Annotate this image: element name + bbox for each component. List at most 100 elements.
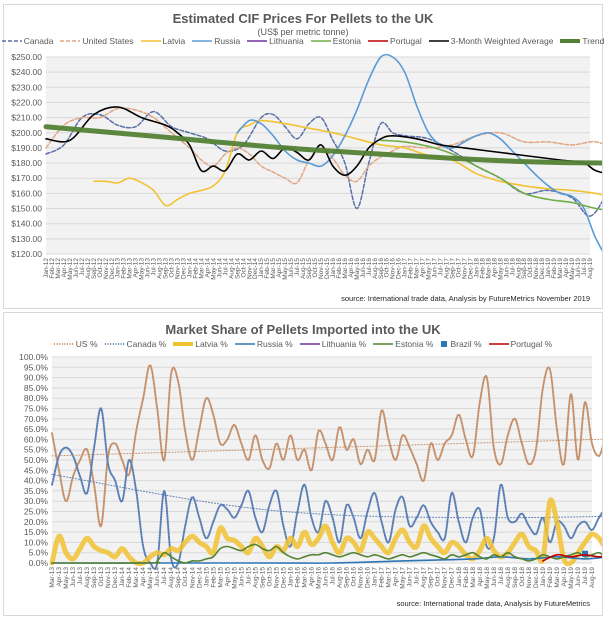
legend-swatch	[560, 39, 581, 43]
x-tick-label: Jun-15	[288, 258, 295, 278]
x-tick-label: Sep-17	[428, 567, 435, 588]
x-tick-label: Jul-17	[438, 258, 445, 276]
x-tick-label: Aug-17	[444, 258, 451, 279]
x-tick-label: Sep-15	[306, 258, 313, 279]
share-chart-legend: US % Canada % Latvia % Russia % Lithuania % E…	[4, 339, 602, 349]
legend-swatch	[104, 343, 125, 345]
y-tick-label: $170.00	[11, 173, 42, 183]
y-tick-label: 30.0%	[24, 496, 49, 506]
series-portugal	[542, 553, 602, 562]
x-tick-label: Oct-12	[97, 258, 104, 278]
share-chart-title: Market Share of Pellets Imported into th…	[165, 322, 441, 337]
x-tick-label: May-12	[67, 258, 74, 280]
y-tick-label: $150.00	[11, 204, 42, 214]
series-3-month-weighted-average	[45, 106, 602, 176]
x-tick-label: Mar-13	[127, 258, 134, 279]
legend-item-brazil: Brazil %	[440, 339, 482, 349]
y-tick-label: $160.00	[11, 188, 42, 198]
legend-swatch	[299, 343, 320, 345]
x-tick-label: Jul-13	[151, 258, 158, 276]
series-line-canada-trend	[51, 473, 602, 519]
x-tick-label: Apr-13	[133, 258, 140, 278]
series-line-portugal	[542, 553, 602, 562]
y-tick-label: $210.00	[11, 113, 42, 123]
legend-label: Brazil %	[450, 339, 482, 349]
legend-label: Lithuania %	[321, 339, 367, 349]
x-tick-label: May-14	[210, 258, 217, 280]
plot-area	[46, 57, 590, 254]
x-tick-label: Mar-17	[414, 258, 421, 279]
legend-label: Trend	[582, 36, 605, 46]
x-tick-label: Jul-19	[581, 258, 588, 276]
x-tick-label: May-18	[484, 567, 491, 589]
x-tick-label: Aug-18	[515, 258, 522, 279]
legend-swatch	[441, 341, 448, 347]
x-tick-label: Aug-19	[589, 567, 596, 588]
x-tick-label: Feb-15	[264, 258, 271, 279]
x-tick-label: Mar-12	[55, 258, 62, 279]
x-tick-label: Oct-16	[351, 567, 358, 587]
series-latvia	[49, 497, 602, 567]
x-tick-label: Jul-15	[294, 258, 301, 276]
x-tick-label: Jun-19	[575, 567, 582, 587]
x-tick-label: Oct-17	[455, 258, 462, 278]
x-tick-label: Jan-13	[115, 258, 122, 278]
share-chart-source: source: International trade data, Analys…	[396, 599, 590, 608]
x-tick-label: Jan-17	[402, 258, 409, 278]
legend-label: Estonia %	[395, 339, 434, 349]
series-us-trend	[51, 438, 602, 457]
x-tick-label: May-14	[147, 567, 154, 589]
x-tick-label: Apr-14	[204, 258, 211, 278]
x-tick-label: Apr-14	[140, 567, 147, 587]
x-tick-label: Dec-15	[280, 567, 287, 588]
legend-swatch	[234, 343, 255, 345]
legend-label: Portugal	[390, 36, 422, 46]
x-tick-label: Oct-13	[169, 258, 176, 278]
series-us	[51, 364, 602, 528]
x-tick-label: May-19	[568, 567, 575, 589]
legend-item-trend: Trend	[560, 36, 604, 46]
y-tick-label: 45.0%	[24, 465, 49, 475]
x-tick-label: Sep-13	[163, 258, 170, 279]
series-estonia	[380, 139, 602, 211]
series-line-estonia	[380, 139, 602, 211]
y-tick-label: 10.0%	[24, 537, 49, 547]
x-tick-label: Mar-18	[470, 567, 477, 588]
y-tick-label: 75.0%	[24, 404, 49, 414]
y-tick-label: $250.00	[11, 52, 42, 62]
legend-label: Lithuania	[269, 36, 304, 46]
x-tick-label: Oct-14	[182, 567, 189, 587]
x-tick-label: Feb-17	[408, 258, 415, 279]
legend-label: Canada	[23, 36, 54, 46]
legend-swatch	[192, 40, 213, 42]
x-tick-label: Aug-16	[372, 258, 379, 279]
x-tick-label: Jul-15	[245, 567, 252, 585]
legend-label: Portugal %	[510, 339, 553, 349]
y-tick-label: 0.0%	[29, 558, 49, 568]
y-tick-label: 70.0%	[24, 414, 49, 424]
legend-item-russia: Russia	[192, 36, 240, 46]
x-tick-label: Nov-16	[358, 567, 365, 588]
y-tick-label: 35.0%	[24, 486, 49, 496]
x-tick-label: Aug-19	[587, 258, 594, 279]
y-tick-label: $230.00	[11, 82, 42, 92]
x-tick-label: Sep-13	[91, 567, 98, 588]
x-tick-label: Sep-12	[91, 258, 98, 279]
x-tick-label: Oct-18	[519, 567, 526, 587]
x-tick-label: Feb-15	[210, 567, 217, 588]
x-tick-label: May-19	[569, 258, 576, 280]
x-tick-label: Jul-17	[414, 567, 421, 585]
legend-item-lithuania: Lithuania %	[299, 339, 367, 349]
legend-label: Russia	[214, 36, 241, 46]
x-tick-label: May-16	[354, 258, 361, 280]
x-tick-label: Jan-19	[540, 567, 547, 587]
x-tick-label: Aug-15	[300, 258, 307, 279]
series-line-trend	[43, 124, 602, 166]
legend-swatch	[310, 40, 331, 42]
x-tick-label: Nov-16	[390, 258, 397, 279]
x-tick-label: Dec-18	[533, 567, 540, 588]
x-tick-label: Oct-17	[435, 567, 442, 587]
legend-swatch	[368, 40, 389, 42]
legend-swatch	[428, 40, 449, 42]
x-tick-label: Dec-13	[180, 258, 187, 279]
